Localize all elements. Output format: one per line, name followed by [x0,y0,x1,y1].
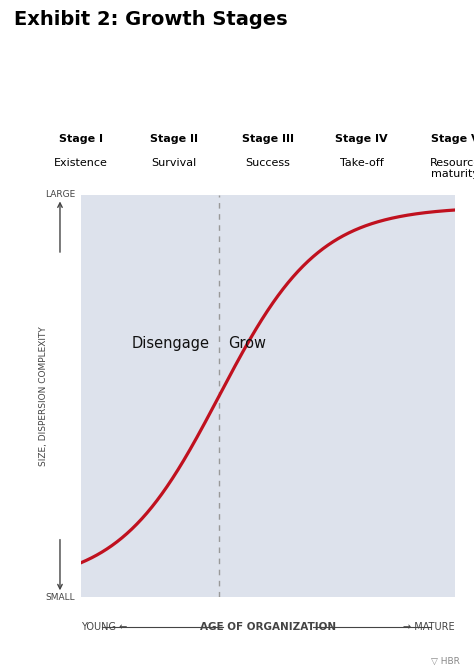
Text: Take-off: Take-off [339,158,383,168]
Text: Resource
maturity: Resource maturity [429,158,474,179]
Text: Exhibit 2: Growth Stages: Exhibit 2: Growth Stages [14,10,288,29]
Text: ▽ HBR: ▽ HBR [431,657,460,666]
Text: LARGE: LARGE [45,190,75,199]
Text: AGE OF ORGANIZATION: AGE OF ORGANIZATION [200,623,336,632]
Text: → MATURE: → MATURE [403,623,455,632]
Text: Stage V: Stage V [431,134,474,144]
Text: SIZE, DISPERSION COMPLEXITY: SIZE, DISPERSION COMPLEXITY [39,326,47,466]
Text: Existence: Existence [54,158,108,168]
Text: YOUNG ←: YOUNG ← [81,623,127,632]
Text: Stage III: Stage III [242,134,294,144]
Text: Success: Success [246,158,290,168]
Text: Survival: Survival [152,158,197,168]
Text: Stage II: Stage II [150,134,198,144]
Text: Stage IV: Stage IV [335,134,388,144]
Text: Stage I: Stage I [59,134,102,144]
Text: SMALL: SMALL [45,593,75,602]
Text: Disengage: Disengage [132,336,210,351]
Text: Grow: Grow [228,336,266,351]
